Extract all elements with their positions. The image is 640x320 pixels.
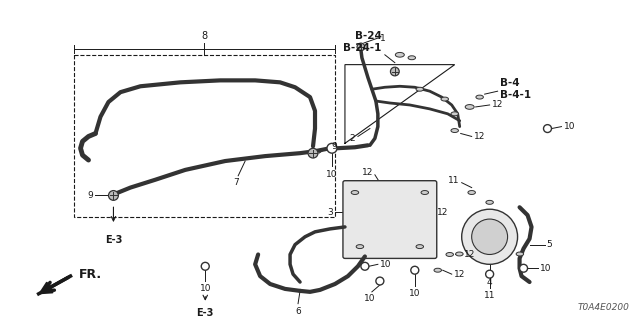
Text: 4: 4 — [487, 278, 492, 287]
Circle shape — [472, 219, 508, 254]
Ellipse shape — [486, 200, 493, 204]
Text: 9: 9 — [88, 191, 93, 200]
Text: 10: 10 — [563, 122, 575, 131]
Text: 2: 2 — [349, 134, 355, 143]
Text: 6: 6 — [295, 307, 301, 316]
Ellipse shape — [446, 252, 454, 256]
Text: B-24
B-24-1: B-24 B-24-1 — [344, 31, 382, 53]
Text: 10: 10 — [364, 294, 376, 303]
Ellipse shape — [476, 95, 483, 99]
Text: 5: 5 — [547, 240, 552, 249]
Circle shape — [376, 277, 384, 285]
Ellipse shape — [451, 129, 458, 132]
Text: 10: 10 — [200, 284, 211, 293]
Circle shape — [390, 67, 399, 76]
Ellipse shape — [465, 105, 474, 109]
Ellipse shape — [396, 52, 404, 57]
Text: 7: 7 — [234, 178, 239, 187]
Text: E-3: E-3 — [196, 308, 214, 317]
Ellipse shape — [421, 190, 429, 195]
Text: 3: 3 — [327, 208, 333, 217]
Ellipse shape — [356, 245, 364, 249]
Text: 12: 12 — [464, 250, 475, 259]
Text: 12: 12 — [492, 100, 503, 109]
Text: 10: 10 — [380, 260, 392, 269]
Text: 12: 12 — [454, 270, 465, 279]
Text: 8: 8 — [201, 31, 207, 41]
Circle shape — [361, 262, 369, 270]
Ellipse shape — [434, 268, 442, 272]
Text: B-4
B-4-1: B-4 B-4-1 — [500, 78, 531, 100]
Circle shape — [327, 143, 337, 153]
Ellipse shape — [468, 190, 476, 195]
Circle shape — [201, 262, 209, 270]
Text: T0A4E0200: T0A4E0200 — [577, 302, 629, 312]
Circle shape — [109, 191, 118, 200]
Ellipse shape — [456, 252, 463, 256]
Text: 10: 10 — [409, 289, 420, 298]
Ellipse shape — [441, 97, 449, 101]
Ellipse shape — [416, 245, 424, 249]
Ellipse shape — [451, 112, 458, 116]
Circle shape — [461, 209, 518, 264]
Text: 9: 9 — [331, 142, 337, 151]
Bar — [74, 55, 335, 217]
Circle shape — [520, 264, 527, 272]
Circle shape — [543, 124, 552, 132]
Text: 12: 12 — [436, 208, 448, 217]
Circle shape — [357, 43, 365, 51]
Text: 11: 11 — [484, 291, 495, 300]
FancyBboxPatch shape — [343, 181, 436, 259]
Text: FR.: FR. — [79, 268, 102, 281]
Circle shape — [411, 266, 419, 274]
Text: 12: 12 — [362, 168, 373, 177]
Text: 11: 11 — [448, 176, 460, 185]
Ellipse shape — [416, 87, 424, 91]
Text: 12: 12 — [474, 132, 485, 141]
Text: 10: 10 — [326, 170, 338, 179]
Circle shape — [308, 148, 318, 158]
Text: E-3: E-3 — [105, 235, 122, 245]
Ellipse shape — [516, 252, 524, 256]
Text: 10: 10 — [540, 264, 551, 273]
Circle shape — [486, 270, 493, 278]
Ellipse shape — [408, 56, 415, 60]
Text: 1: 1 — [380, 34, 386, 43]
Ellipse shape — [351, 190, 358, 195]
